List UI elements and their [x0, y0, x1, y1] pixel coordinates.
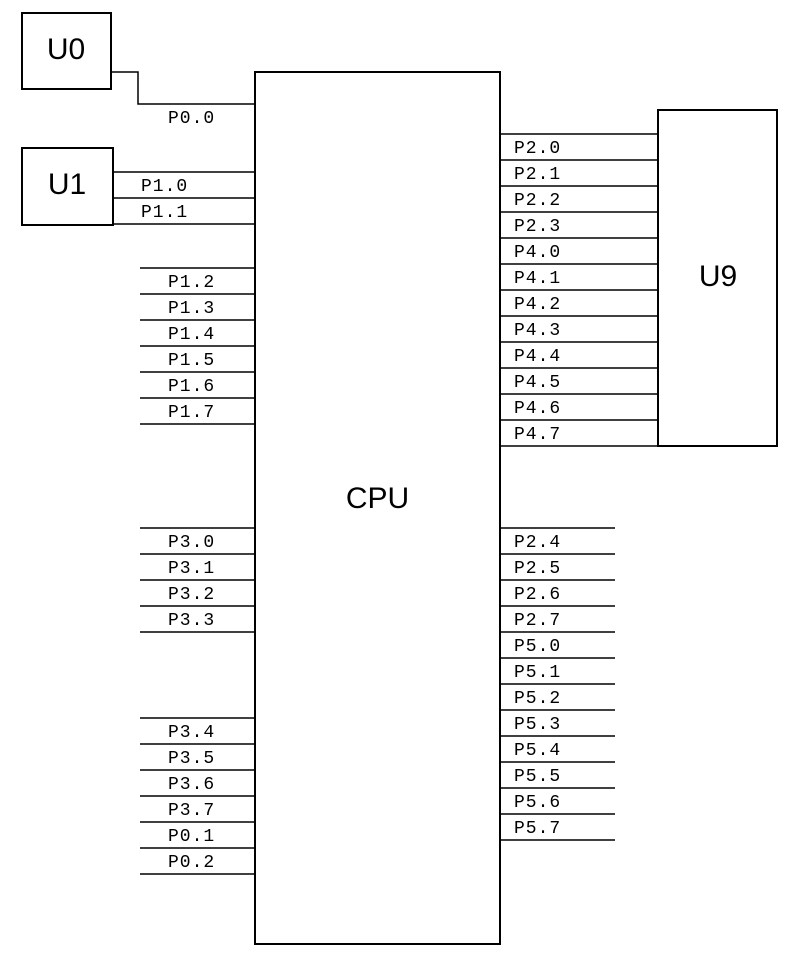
pin-label-P3.4: P3.4: [168, 723, 215, 743]
pin-label-P3.2: P3.2: [168, 585, 215, 605]
pin-label-P5.0: P5.0: [514, 637, 561, 657]
pin-label-P1.7: P1.7: [168, 403, 215, 423]
pin-label-P2.6: P2.6: [514, 585, 561, 605]
pin-label-P0.1: P0.1: [168, 827, 215, 847]
pin-label-P0.0: P0.0: [168, 109, 215, 129]
pin-label-P4.0: P4.0: [514, 243, 561, 263]
pin-label-P2.7: P2.7: [514, 611, 561, 631]
pin-label-P1.3: P1.3: [168, 299, 215, 319]
pin-label-P1.1: P1.1: [141, 203, 188, 223]
pin-label-P3.6: P3.6: [168, 775, 215, 795]
pin-label-P2.0: P2.0: [514, 139, 561, 159]
pin-label-P3.3: P3.3: [168, 611, 215, 631]
u1-label: U1: [48, 168, 86, 201]
u0-connector: [111, 72, 255, 104]
pin-label-P2.1: P2.1: [514, 165, 561, 185]
cpu-label: CPU: [346, 482, 409, 515]
pin-label-P3.1: P3.1: [168, 559, 215, 579]
pin-label-P3.7: P3.7: [168, 801, 215, 821]
pin-label-P5.1: P5.1: [514, 663, 561, 683]
pin-label-P2.4: P2.4: [514, 533, 561, 553]
pin-label-P5.5: P5.5: [514, 767, 561, 787]
pin-label-P2.5: P2.5: [514, 559, 561, 579]
pin-label-P1.2: P1.2: [168, 273, 215, 293]
pin-label-P5.7: P5.7: [514, 819, 561, 839]
pin-label-P4.3: P4.3: [514, 321, 561, 341]
pin-label-P2.2: P2.2: [514, 191, 561, 211]
pin-label-P4.7: P4.7: [514, 425, 561, 445]
pin-label-P4.2: P4.2: [514, 295, 561, 315]
diagram-canvas: CPU U0 U1 U9 P0.0 P1.0 P1.1 P1.2 P1.3 P1.4 P1.5 P1.…: [0, 0, 808, 964]
pin-label-P4.5: P4.5: [514, 373, 561, 393]
pin-label-P1.6: P1.6: [168, 377, 215, 397]
pin-label-P2.3: P2.3: [514, 217, 561, 237]
u0-label: U0: [47, 33, 85, 66]
u9-label: U9: [699, 260, 737, 293]
pin-label-P0.2: P0.2: [168, 853, 215, 873]
pin-label-P4.4: P4.4: [514, 347, 561, 367]
pin-label-P5.6: P5.6: [514, 793, 561, 813]
pin-label-P5.2: P5.2: [514, 689, 561, 709]
pin-label-P4.6: P4.6: [514, 399, 561, 419]
pin-label-P3.5: P3.5: [168, 749, 215, 769]
pin-label-P3.0: P3.0: [168, 533, 215, 553]
pin-label-P5.4: P5.4: [514, 741, 561, 761]
pin-label-P5.3: P5.3: [514, 715, 561, 735]
pin-label-P1.0: P1.0: [141, 177, 188, 197]
pin-label-P1.4: P1.4: [168, 325, 215, 345]
pin-label-P4.1: P4.1: [514, 269, 561, 289]
pin-label-P1.5: P1.5: [168, 351, 215, 371]
